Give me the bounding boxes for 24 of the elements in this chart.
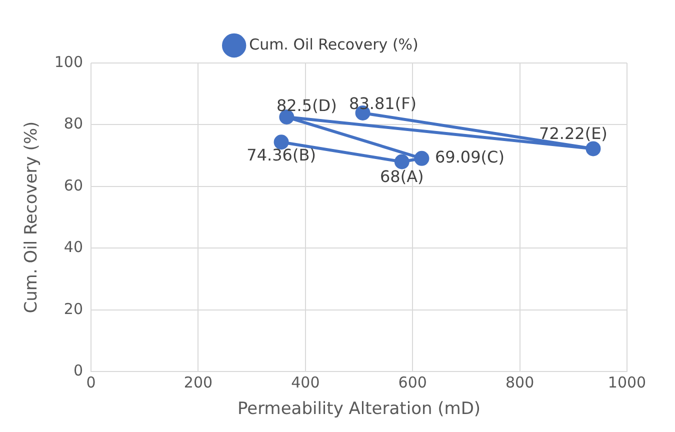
point — [414, 150, 430, 166]
x-axis-title: Permeability Alteration (mD) — [237, 399, 481, 420]
x-tick-label: 800 — [505, 373, 534, 392]
x-tick-label: 600 — [398, 373, 427, 392]
x-tick-label: 400 — [291, 373, 320, 392]
data-label: 74.36(B) — [246, 145, 316, 164]
y-tick-label: 60 — [64, 176, 84, 194]
data-label: 68(A) — [380, 166, 424, 186]
data-label: 72.22(E) — [539, 124, 608, 143]
x-tick-label: 1000 — [608, 373, 646, 392]
legend-label: Cum. Oil Recovery (%) — [249, 35, 418, 54]
y-tick-label: 40 — [64, 238, 84, 256]
y-tick-label: 100 — [54, 52, 84, 71]
point — [586, 141, 601, 156]
y-tick-label: 80 — [64, 114, 84, 133]
data-label: 83.81(F) — [349, 94, 417, 114]
data-label: 82.5(D) — [276, 96, 337, 116]
y-tick-label: 20 — [64, 300, 84, 318]
y-axis-title: Cum. Oil Recovery (%) — [22, 121, 42, 314]
x-tick-label: 0 — [86, 373, 96, 392]
data-label: 69.09(C) — [434, 148, 504, 167]
point — [394, 154, 410, 170]
y-tick-label: 0 — [73, 361, 84, 380]
x-tick-label: 200 — [184, 373, 213, 392]
